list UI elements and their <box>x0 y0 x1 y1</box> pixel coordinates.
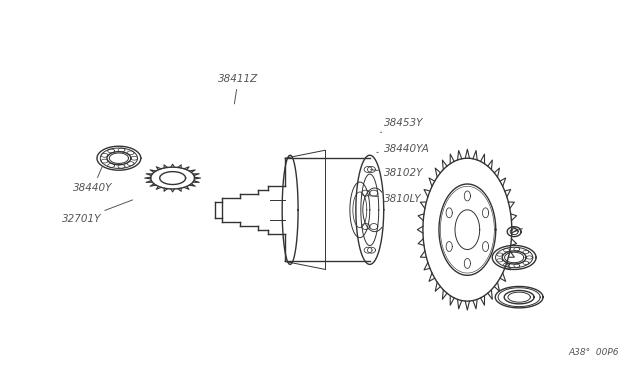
Text: 38440YA: 38440YA <box>377 144 429 154</box>
Text: 32701Y: 32701Y <box>62 200 132 224</box>
Text: A38°  00P6: A38° 00P6 <box>568 348 619 357</box>
Text: 38440Y: 38440Y <box>74 166 113 193</box>
Text: 3810LY: 3810LY <box>367 194 421 204</box>
Text: 38411Z: 38411Z <box>218 74 259 104</box>
Text: 38102Y: 38102Y <box>371 168 423 178</box>
Text: 38453Y: 38453Y <box>381 118 423 132</box>
